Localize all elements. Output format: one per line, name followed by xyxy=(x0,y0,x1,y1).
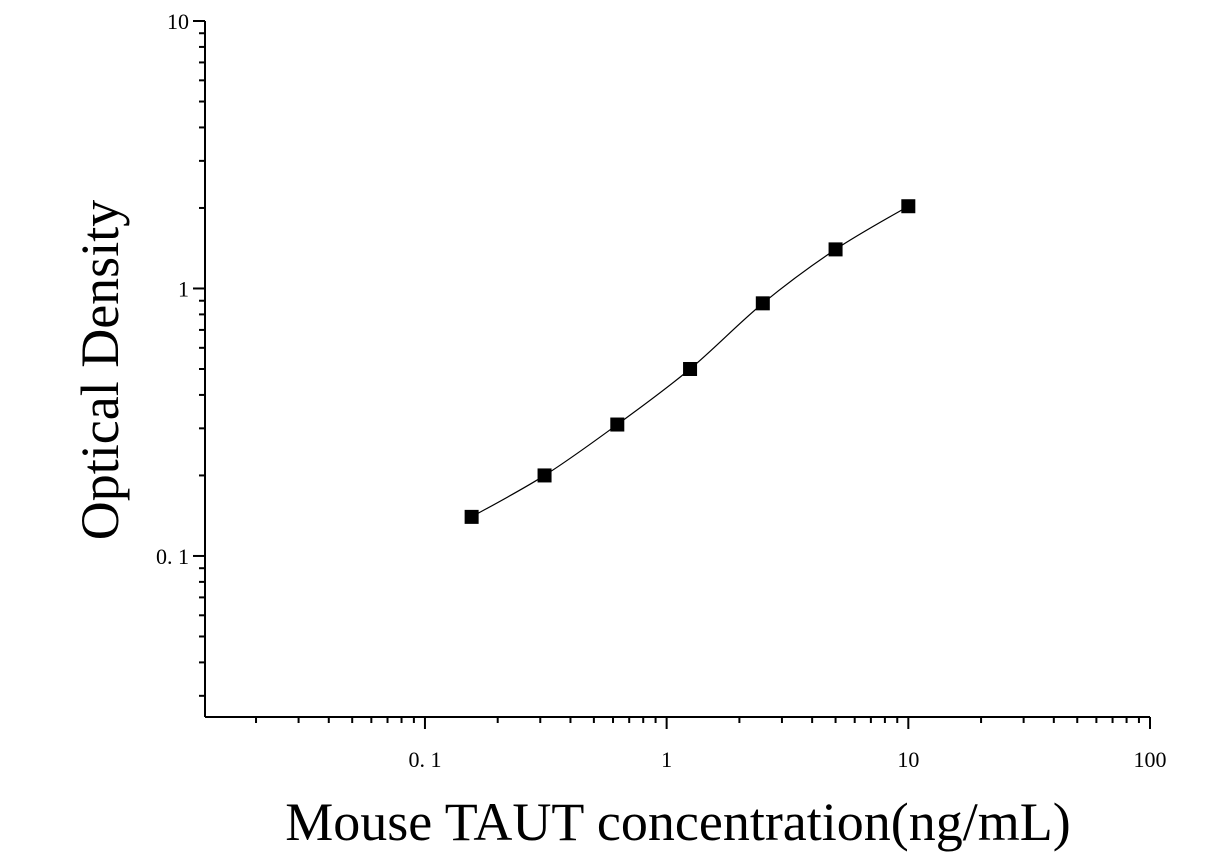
data-point xyxy=(828,242,843,257)
data-point xyxy=(683,362,698,376)
data-point xyxy=(901,199,916,214)
y-axis-title: Optical Density xyxy=(70,200,130,540)
y-tick-label: 1 xyxy=(178,276,189,301)
x-tick-label: 0. 1 xyxy=(408,747,441,772)
x-tick-label: 100 xyxy=(1134,747,1167,772)
data-point xyxy=(610,417,625,432)
x-tick-label: 1 xyxy=(661,747,672,772)
fit-curve xyxy=(471,205,909,518)
x-tick-label: 10 xyxy=(897,747,919,772)
y-tick-label: 10 xyxy=(167,9,189,34)
data-point xyxy=(755,296,770,311)
y-tick-label: 0. 1 xyxy=(156,544,189,569)
x-axis-title: Mouse TAUT concentration(ng/mL) xyxy=(285,792,1071,852)
data-point xyxy=(537,468,552,483)
data-point xyxy=(464,509,479,524)
